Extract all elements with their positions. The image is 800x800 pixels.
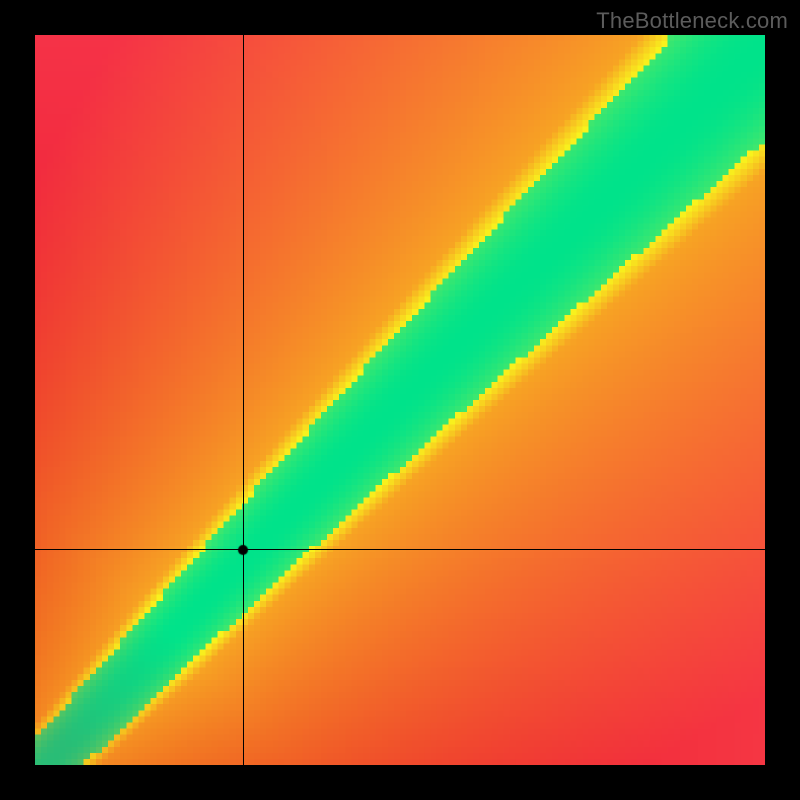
- bottleneck-heatmap: [35, 35, 765, 765]
- crosshair-vertical: [243, 35, 244, 765]
- crosshair-horizontal: [35, 549, 765, 550]
- watermark-text: TheBottleneck.com: [596, 8, 788, 34]
- crosshair-marker: [237, 544, 249, 556]
